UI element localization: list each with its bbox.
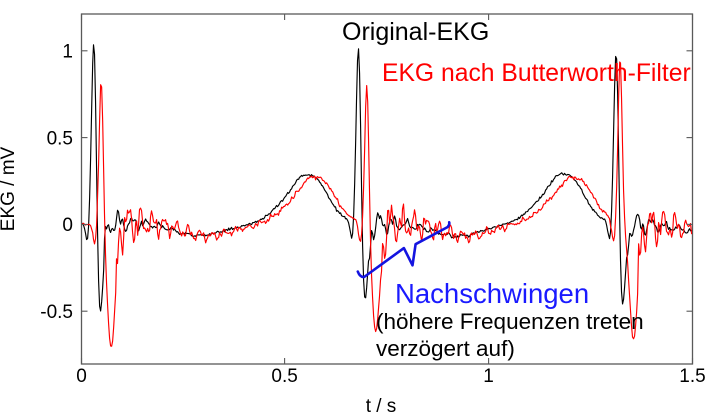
svg-text:(höhere Frequenzen treten: (höhere Frequenzen treten: [376, 309, 644, 334]
svg-text:0: 0: [76, 366, 87, 387]
svg-text:1: 1: [483, 366, 494, 387]
svg-text:EKG / mV: EKG / mV: [0, 146, 19, 231]
svg-text:0: 0: [62, 215, 73, 236]
svg-text:-0.5: -0.5: [40, 302, 73, 323]
svg-text:t / s: t / s: [366, 396, 397, 416]
svg-text:1.5: 1.5: [679, 366, 705, 387]
svg-text:Nachschwingen: Nachschwingen: [395, 278, 589, 309]
svg-text:0.5: 0.5: [47, 128, 73, 149]
svg-text:0.5: 0.5: [271, 366, 297, 387]
svg-text:1: 1: [62, 42, 73, 63]
svg-text:EKG nach Butterworth-Filter: EKG nach Butterworth-Filter: [382, 60, 691, 87]
svg-text:Original-EKG: Original-EKG: [342, 18, 489, 46]
svg-text:verzögert auf): verzögert auf): [376, 336, 515, 361]
